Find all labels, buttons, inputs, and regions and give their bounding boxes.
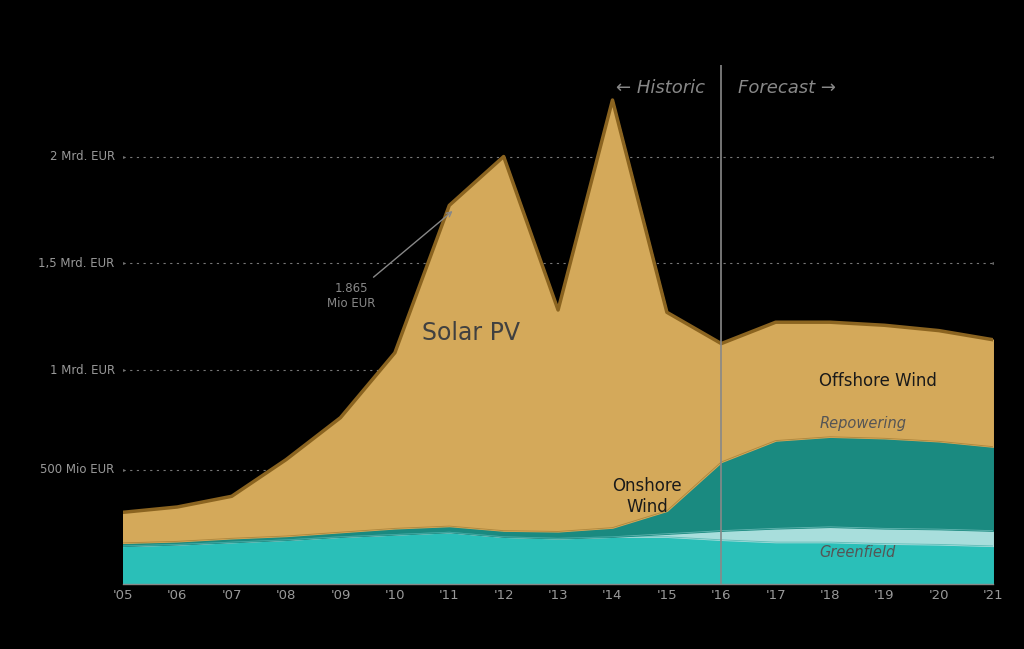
Text: Greenfield: Greenfield: [819, 545, 895, 560]
Text: Forecast →: Forecast →: [737, 79, 836, 97]
Text: 2 Mrd. EUR: 2 Mrd. EUR: [49, 150, 115, 163]
Text: 500 Mio EUR: 500 Mio EUR: [41, 463, 115, 476]
Text: ← Historic: ← Historic: [616, 79, 705, 97]
Text: 1 Mrd. EUR: 1 Mrd. EUR: [49, 364, 115, 377]
Text: Repowering: Repowering: [819, 415, 906, 430]
Text: 1,5 Mrd. EUR: 1,5 Mrd. EUR: [39, 257, 115, 270]
Text: Offshore Wind: Offshore Wind: [819, 372, 937, 389]
Text: Onshore
Wind: Onshore Wind: [612, 477, 682, 515]
Text: Solar PV: Solar PV: [422, 321, 520, 345]
Text: 1.865
Mio EUR: 1.865 Mio EUR: [328, 212, 452, 310]
